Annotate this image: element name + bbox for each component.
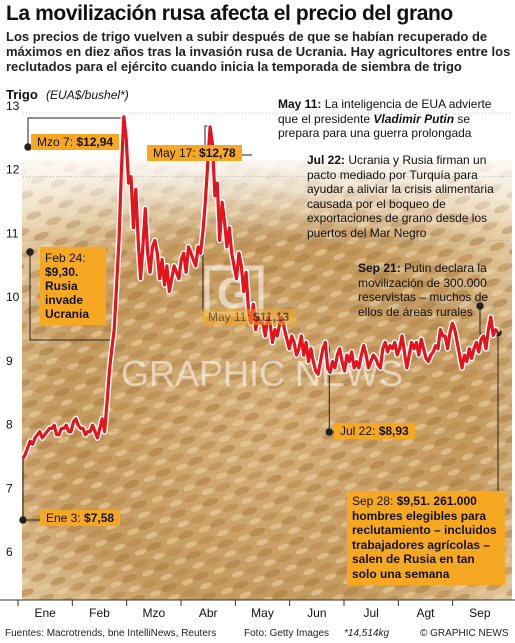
y-tick-label: 13	[6, 99, 20, 113]
annotation-jul22-text: Ucrania y Rusia firman un pacto mediado …	[307, 153, 494, 240]
callout-may17-label: May 17:	[153, 146, 196, 160]
callout-sep28-label: Sep 28:	[352, 494, 394, 508]
callout-jul22-label: Jul 22:	[340, 424, 376, 438]
annotation-may11-name: Vladimir Putin	[373, 111, 455, 126]
callout-ene3-label: Ene 3:	[46, 511, 81, 525]
y-tick-label: 9	[6, 354, 13, 368]
x-axis-band	[0, 600, 515, 626]
annotation-may11: May 11: La inteligencia de EUA advierte …	[278, 97, 510, 141]
x-tick-label: Feb	[89, 606, 110, 620]
callout-sep28-value: $9,51.	[396, 494, 431, 508]
callout-feb24-label: Feb 24:	[45, 251, 86, 265]
grain-photo	[22, 150, 512, 600]
marker-sep21	[476, 302, 484, 310]
annotation-jul22: Jul 22: Ucrania y Rusia firman un pacto …	[307, 153, 510, 240]
x-tick-label: Agt	[416, 606, 435, 620]
x-axis: Ene Feb Mzo Abr May Jun Jul Agt Sep	[0, 599, 515, 626]
callout-feb24: Feb 24: $9,30. Rusia invade Ucrania	[40, 247, 106, 325]
callout-feb24-text: Rusia invade Ucrania	[45, 279, 90, 321]
footer-sources: Fuentes: Macrotrends, bne IntelliNews, R…	[5, 628, 217, 639]
callout-may11-label: May 11:	[208, 310, 250, 324]
annotation-may11-text1: La inteligencia de EUA advierte que el p…	[278, 97, 492, 126]
marker-ene3	[19, 516, 27, 524]
x-tick-label: Abr	[199, 606, 218, 620]
y-tick-label: 8	[6, 418, 13, 432]
callout-ene3: Ene 3: $7,58	[40, 510, 121, 526]
callout-may17: May 17: $12,78	[147, 145, 242, 161]
y-axis-label: Trigo	[6, 87, 38, 102]
callout-sep28: Sep 28: $9,51. 261.000 hombres elegibles…	[347, 491, 505, 585]
footer-photo: Foto: Getty Images	[244, 628, 330, 639]
callout-mzo7-value: $12,94	[76, 135, 114, 149]
annotation-sep21: Sep 21: Putin declara la movilización de…	[358, 261, 510, 319]
annotation-may11-text2: se prepara para una guerra prolongada	[278, 111, 472, 141]
y-axis-ticks: 6 7 8 9 10 11 12 13	[6, 99, 20, 559]
y-tick-label: 10	[6, 290, 20, 304]
y-axis-unit: (EUA$/bushel*)	[46, 88, 129, 102]
annotation-jul22-date: Jul 22:	[307, 153, 346, 167]
callout-may11-value: $11,13	[253, 310, 290, 324]
marker-feb24	[26, 248, 34, 256]
page-title: La movilización rusa afecta el precio de…	[6, 2, 453, 25]
annotation-sep21-text: Putin declara la movilización de 300.000…	[358, 261, 489, 319]
x-tick-label: Ene	[34, 606, 56, 620]
callout-may11: May 11: $11,13	[202, 309, 296, 325]
x-tick-label: May	[251, 606, 274, 620]
y-tick-label: 6	[6, 545, 13, 559]
x-tick-label: Jun	[307, 606, 326, 620]
footer-brand: © GRAPHIC NEWS	[420, 628, 509, 639]
callout-mzo7-label: Mzo 7:	[37, 135, 74, 149]
callout-jul22: Jul 22: $8,93	[334, 423, 415, 439]
callout-mzo7: Mzo 7: $12,94	[31, 134, 120, 150]
x-tick-label: Mzo	[142, 606, 165, 620]
page-subtitle: Los precios de trigo vuelven a subir des…	[6, 29, 511, 74]
y-tick-label: 7	[6, 481, 13, 495]
footer-note: *14,514kg	[344, 628, 390, 639]
y-tick-label: 12	[6, 163, 20, 177]
marker-jul22	[325, 428, 333, 436]
annotation-may11-date: May 11:	[278, 97, 322, 111]
x-tick-label: Sep	[469, 606, 491, 620]
annotation-sep21-date: Sep 21:	[358, 261, 401, 275]
callout-jul22-value: $8,93	[378, 424, 409, 438]
callout-feb24-value: $9,30.	[45, 265, 79, 279]
callout-may17-value: $12,78	[199, 146, 236, 160]
x-tick-label: Jul	[363, 606, 378, 620]
callout-sep28-text: 261.000 hombres elegibles para reclutami…	[352, 494, 497, 581]
y-tick-label: 11	[6, 226, 19, 240]
callout-ene3-value: $7,58	[84, 511, 115, 525]
